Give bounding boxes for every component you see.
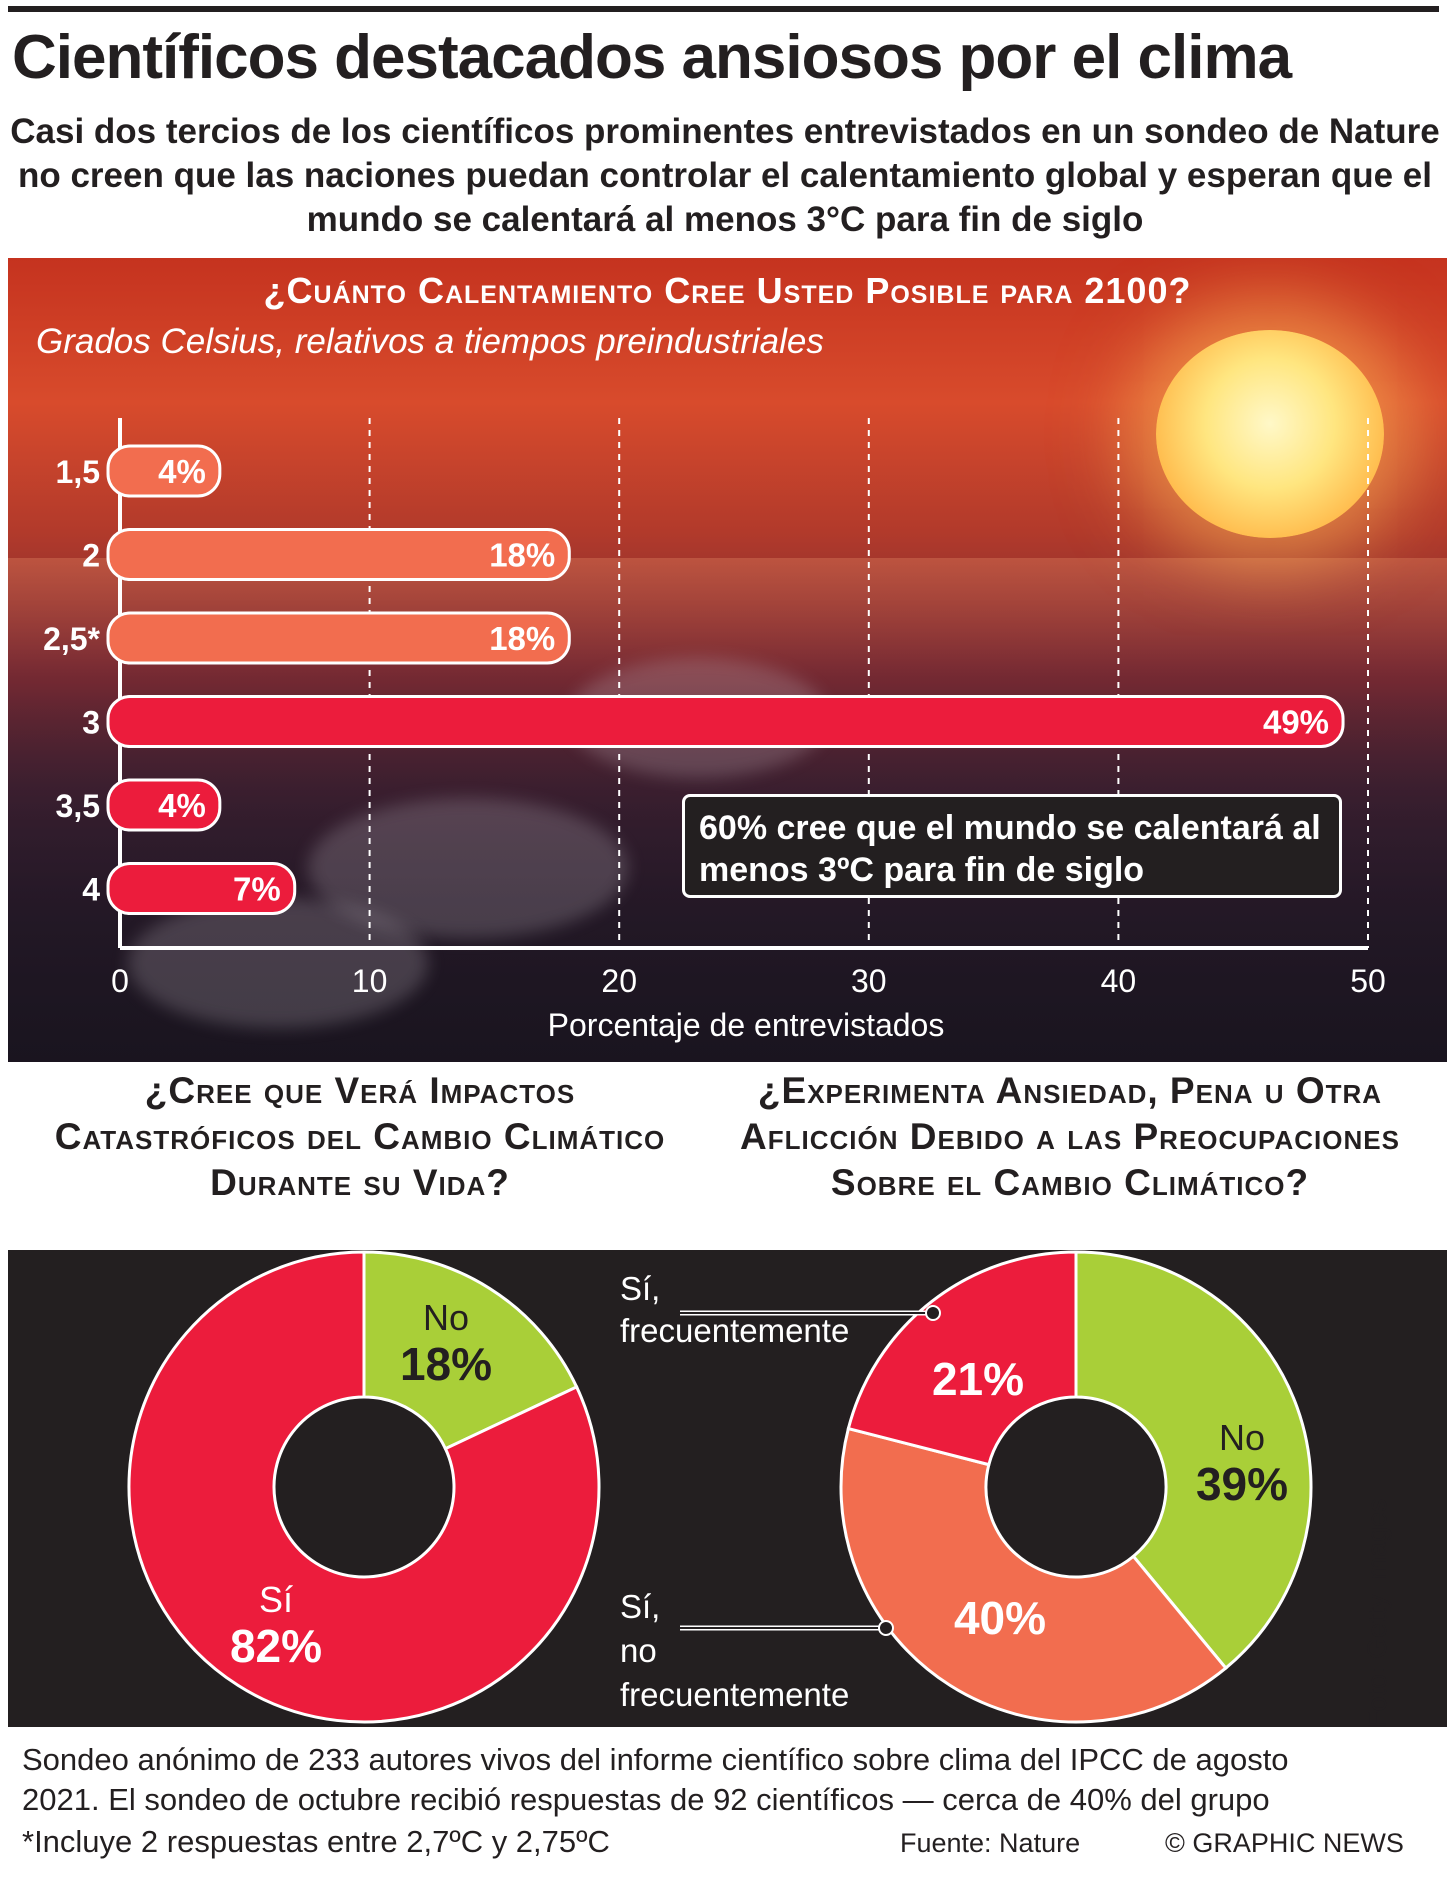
bar [106,528,571,581]
category-label: 2,5* [43,621,100,657]
category-label: 4 [82,872,100,908]
slice-label-no: No [423,1297,469,1338]
page-subtitle: Casi dos tercios de los científicos prom… [10,112,1440,239]
leader-label-text: Sí, [620,1270,660,1307]
sun-image [1156,330,1384,538]
bar-value-label: 4% [158,787,206,824]
bar-value-label: 18% [489,620,555,657]
leader-dot [878,1620,894,1636]
callout-box: 60% cree que el mundo se calentará al me… [682,794,1342,898]
x-tick-label: 10 [352,963,388,999]
bar-chart-subtitle: Grados Celsius, relativos a tiempos prei… [36,322,824,361]
smoke-plume [308,798,628,938]
bar-value-label: 4% [158,453,206,490]
leader-label-text: frecuentemente [620,1676,849,1713]
top-rule [8,6,1439,12]
survey-note-line-2: 2021. El sondeo de octubre recibió respu… [22,1782,1270,1817]
leader-label-text: Sí, [620,1588,660,1625]
question-anxiety: ¿Experimenta Ansiedad, Pena u Otra Aflic… [740,1070,1400,1203]
leader-label-text: frecuentemente [620,1312,849,1349]
slice-value-si-no-frecuente: 40% [954,1592,1046,1644]
photo-credit: Foto: Getty Images [1362,1498,1392,1728]
donut-panel: No 18% Sí 82% No 39% 40% 21% Sí, frecuentemente Sí… [8,1250,1447,1727]
slice-label-no: No [1219,1417,1265,1458]
copyright-credit: © GRAPHIC NEWS [1165,1828,1404,1858]
slice-label-si: Sí [259,1579,293,1620]
slice-value-no: 18% [400,1338,492,1390]
donut-slice [362,1250,579,1451]
bar [106,862,297,915]
warming-bar-chart: 0 10 20 30 40 50 Porcentaje de entrevistados 4%… [43,418,1386,1043]
donut-slice [839,1426,1228,1724]
category-label: 1,5 [56,454,100,490]
category-label: 3 [82,705,100,741]
bar-value-label: 18% [489,537,555,574]
x-tick-label: 20 [601,963,637,999]
category-label: 2 [82,538,100,574]
slice-value-si: 82% [230,1620,322,1672]
category-label: 3,5 [56,788,100,824]
slice-value-si-frecuente: 21% [932,1353,1024,1405]
photo-background-panel: ¿Cuánto Calentamiento Cree Usted Posible… [8,258,1447,1062]
x-tick-label: 30 [851,963,887,999]
bar [106,611,571,665]
source-label: Fuente: Nature [900,1828,1081,1858]
leader-label-text: no [620,1632,657,1669]
bar-value-label: 49% [1263,704,1329,741]
donut-slice [1074,1250,1313,1671]
bar-value-label: 7% [233,871,281,908]
x-tick-label: 0 [111,963,129,999]
x-axis-label: Porcentaje de entrevistados [548,1007,945,1043]
bar [106,695,1345,748]
donut-slice [127,1250,601,1724]
x-tick-label: 40 [1101,963,1137,999]
bar [106,444,222,498]
smoke-plume [128,898,428,1028]
question-catastrophic-impacts: ¿Cree que Verá Impactos Catastróficos de… [54,1070,666,1203]
bar [106,778,222,832]
leader-dot [925,1305,941,1321]
donut-charts: No18%Sí82%No39%40%21%Sí,frecuentementeSí… [127,1250,1313,1724]
x-tick-label: 50 [1350,963,1386,999]
footnote: *Incluye 2 respuestas entre 2,7ºC y 2,75… [22,1824,610,1859]
bar-chart-title: ¿Cuánto Calentamiento Cree Usted Posible… [263,270,1192,311]
page-title: Científicos destacados ansiosos por el c… [12,23,1292,92]
survey-note-line-1: Sondeo anónimo de 233 autores vivos del … [22,1742,1289,1777]
donut-slice [846,1250,1078,1467]
slice-value-no: 39% [1196,1458,1288,1510]
